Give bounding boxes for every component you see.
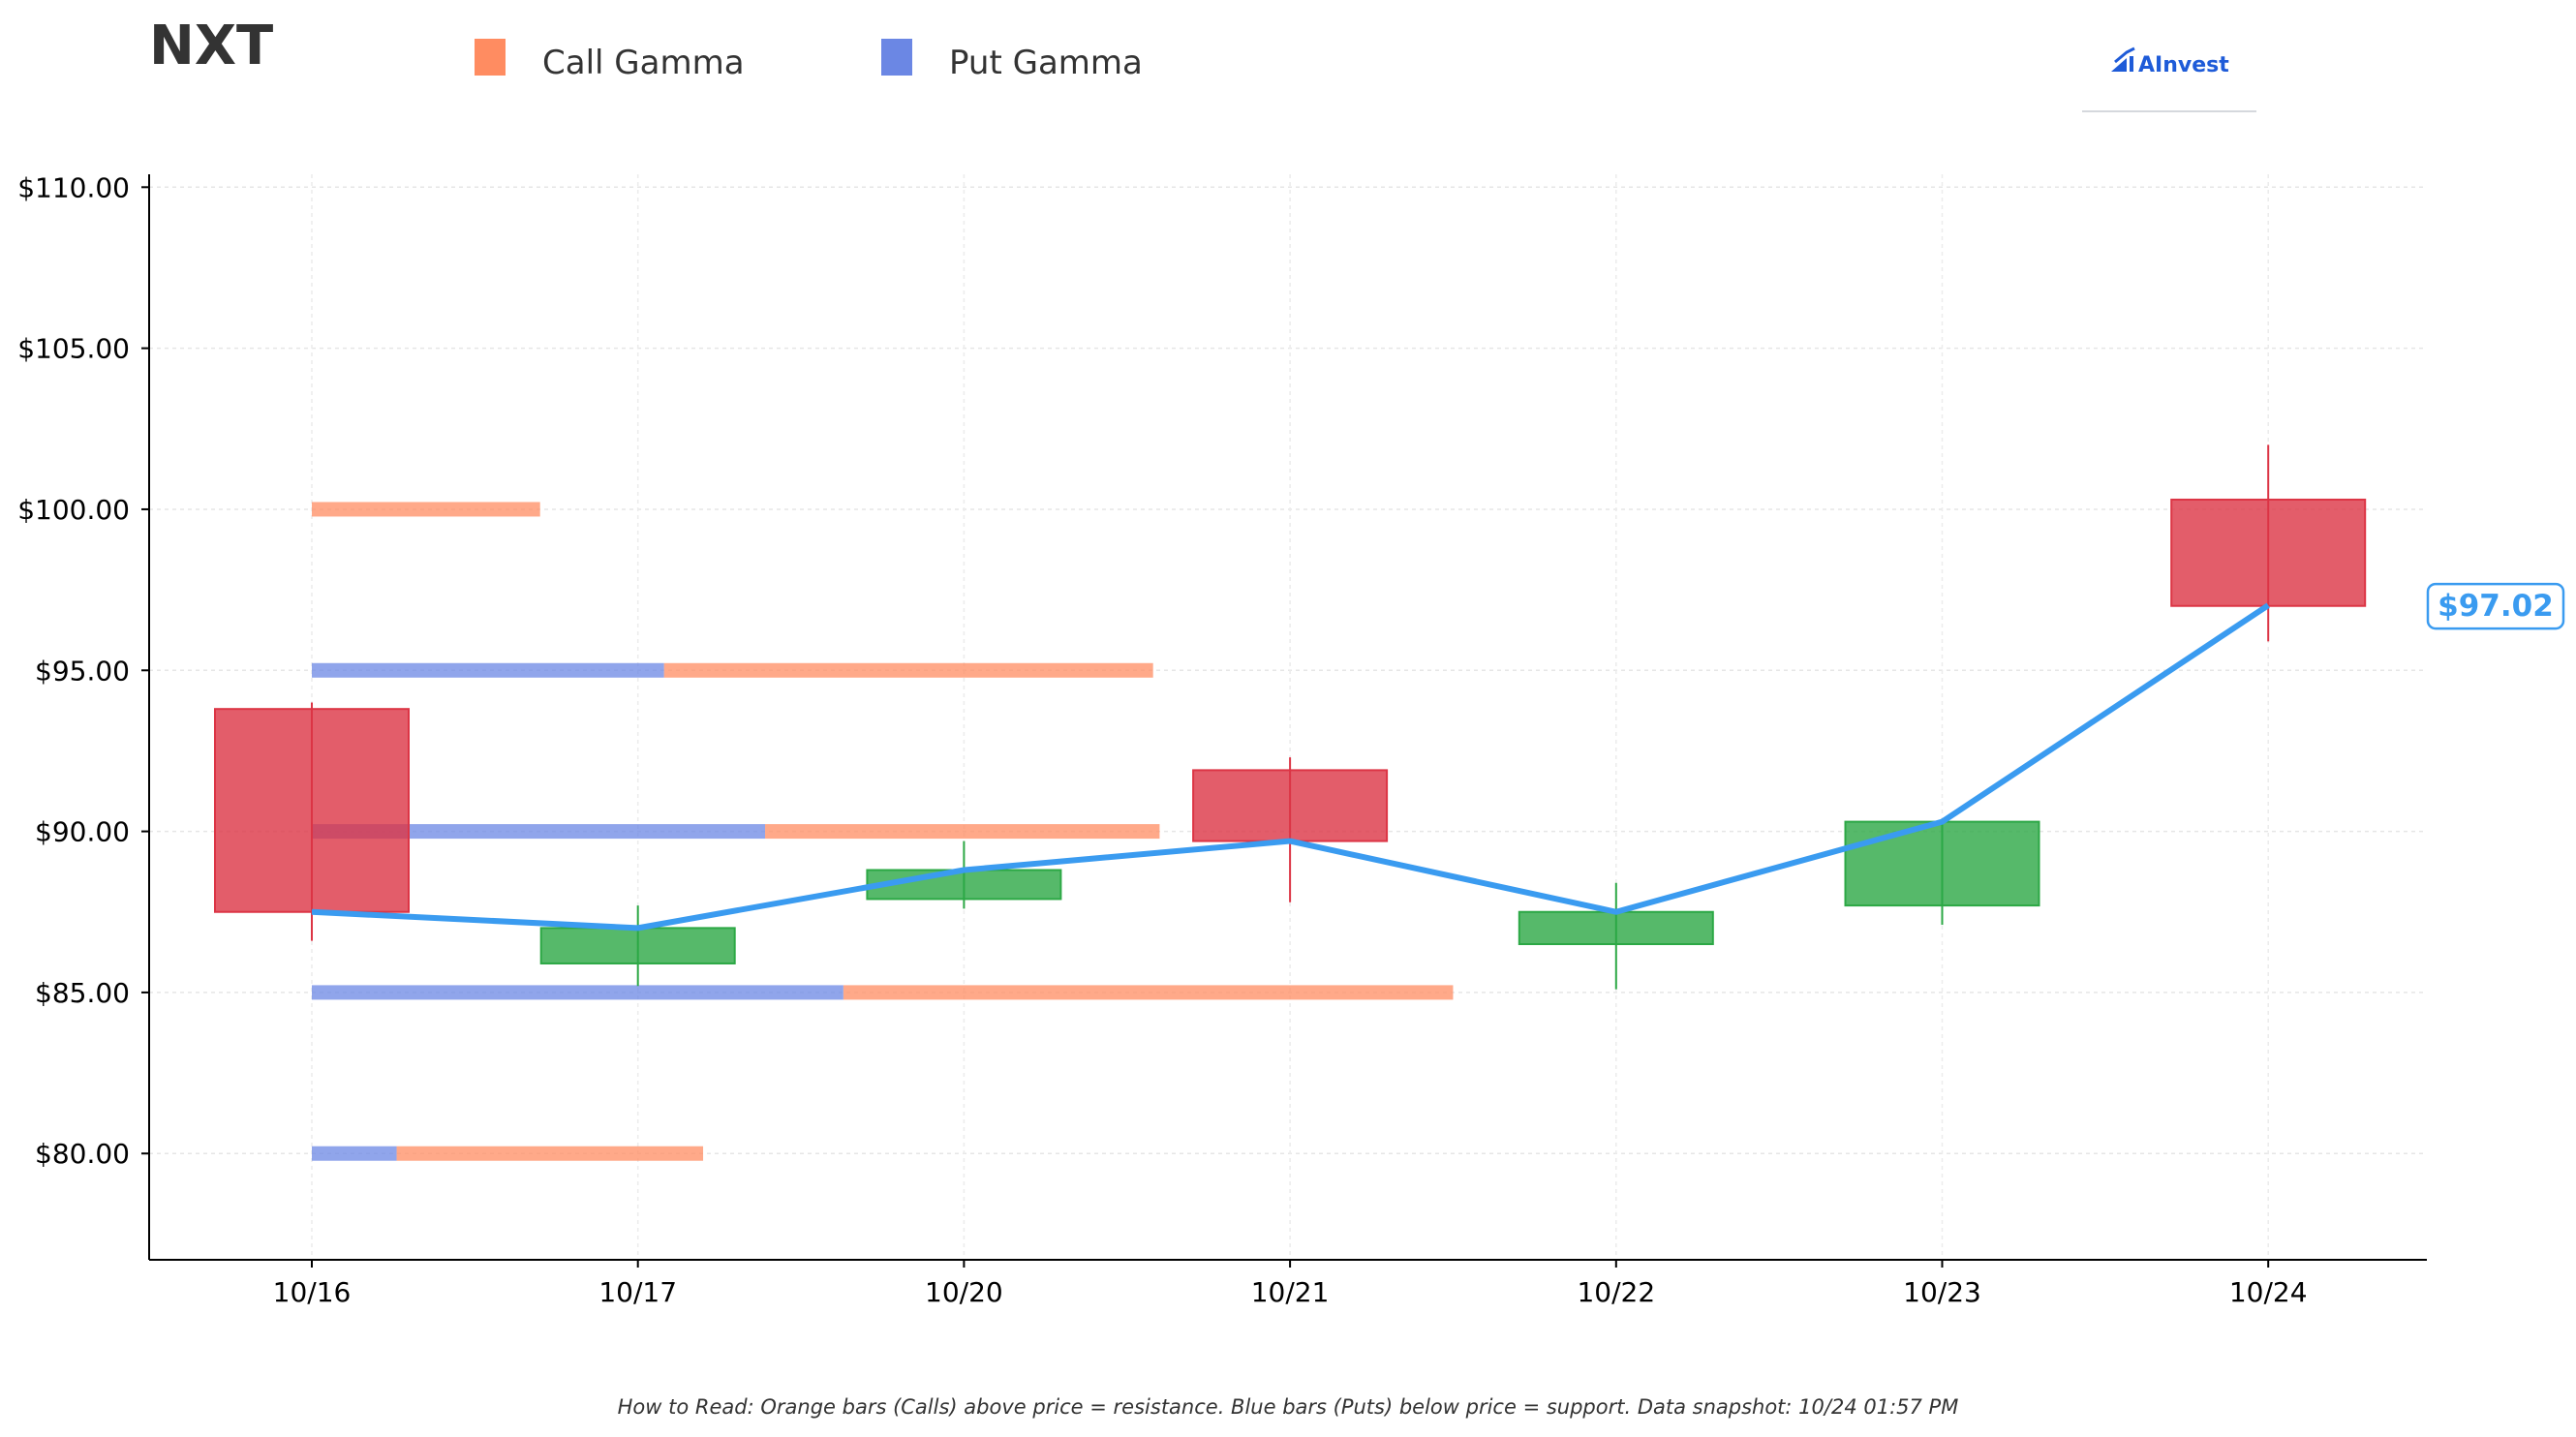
candle-body — [214, 708, 410, 913]
y-tick-label: $95.00 — [35, 655, 130, 687]
logo-chart-icon — [2111, 46, 2135, 72]
put-gamma-bar — [312, 985, 843, 1000]
candle-body — [1518, 910, 1714, 946]
y-tick-label: $90.00 — [35, 816, 130, 848]
candle-body — [1844, 820, 2040, 907]
legend-call-label: Call Gamma — [542, 44, 745, 82]
x-tick-label: 10/21 — [1251, 1276, 1330, 1308]
call-gamma-bar — [765, 824, 1160, 840]
legend-put-label: Put Gamma — [949, 44, 1143, 82]
x-tick-label: 10/17 — [598, 1276, 677, 1308]
close-price-line — [311, 602, 2270, 932]
footer-note: How to Read: Orange bars (Calls) above p… — [618, 1395, 1959, 1419]
call-gamma-bar — [312, 502, 540, 517]
x-tick-label: 10/22 — [1577, 1276, 1655, 1308]
call-gamma-bar — [843, 985, 1454, 1000]
candle-body — [539, 927, 736, 964]
put-gamma-bar — [312, 824, 766, 840]
x-tick-label: 10/16 — [273, 1276, 352, 1308]
legend-put-swatch — [881, 39, 912, 76]
x-tick-label: 10/24 — [2229, 1276, 2308, 1308]
x-tick-label: 10/20 — [925, 1276, 1003, 1308]
y-tick-label: $100.00 — [17, 494, 130, 526]
y-tick-label: $85.00 — [35, 977, 130, 1009]
call-gamma-bar — [396, 1146, 704, 1161]
last-price-badge — [2426, 582, 2565, 630]
put-gamma-bar — [312, 1146, 397, 1161]
plot-area: $80.00 $85.00 $90.00 $95.00 $100.00 $105.00 $1… — [17, 171, 2565, 1308]
call-gamma-bar — [663, 662, 1153, 678]
put-gamma-bar — [312, 662, 664, 678]
x-tick-label: 10/23 — [1903, 1276, 1981, 1308]
candle-body — [1192, 769, 1389, 842]
y-tick-label: $80.00 — [35, 1138, 130, 1170]
brand-name: AInvest — [2138, 53, 2229, 77]
candle-body — [2170, 498, 2367, 607]
legend-call-swatch — [475, 39, 506, 76]
y-tick-label: $105.00 — [17, 333, 130, 365]
y-tick-label: $110.00 — [17, 171, 130, 203]
ticker-title: NXT — [149, 15, 273, 77]
last-price-label: $97.02 — [2438, 589, 2554, 624]
ainvest-logo[interactable]: AInvest — [2082, 46, 2256, 112]
